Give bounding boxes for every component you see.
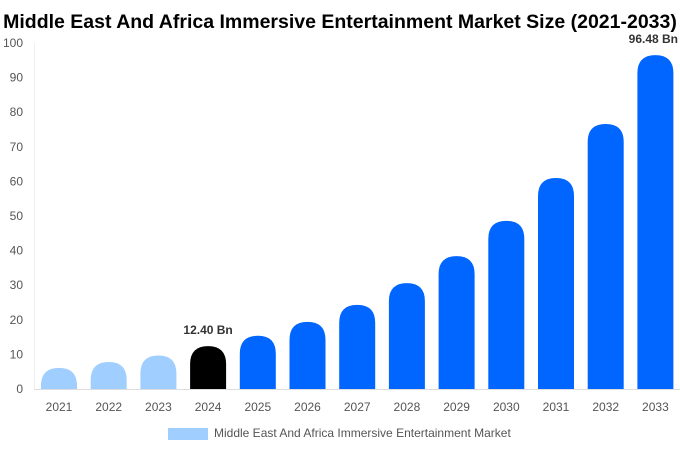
bar-2029[interactable] <box>438 256 475 389</box>
bar-2026[interactable] <box>289 321 326 389</box>
bar-2027[interactable] <box>339 304 376 389</box>
bar-2032[interactable] <box>587 123 624 390</box>
x-tick-label: 2026 <box>294 400 321 414</box>
bar-2033[interactable] <box>637 55 674 389</box>
data-labels: 12.40 Bn 96.48 Bn <box>183 32 678 337</box>
x-tick-label: 2023 <box>145 400 172 414</box>
y-tick-label: 0 <box>16 382 23 396</box>
y-tick-label: 50 <box>10 209 24 223</box>
y-tick-label: 80 <box>10 105 24 119</box>
y-tick-label: 10 <box>10 347 24 361</box>
bar-2022[interactable] <box>90 362 127 389</box>
legend[interactable]: Middle East And Africa Immersive Enterta… <box>168 426 511 440</box>
y-tick-label: 100 <box>3 36 23 50</box>
y-tick-label: 20 <box>10 313 24 327</box>
bars <box>41 55 674 390</box>
x-tick-label: 2032 <box>592 400 619 414</box>
bar-2028[interactable] <box>388 283 425 389</box>
y-tick-label: 60 <box>10 174 24 188</box>
x-tick-label: 2027 <box>344 400 371 414</box>
y-tick-label: 70 <box>10 140 24 154</box>
legend-swatch <box>168 428 208 440</box>
bar-2023[interactable] <box>140 355 177 389</box>
legend-label: Middle East And Africa Immersive Enterta… <box>214 426 511 440</box>
y-tick-label: 90 <box>10 71 24 85</box>
x-tick-label: 2022 <box>95 400 122 414</box>
x-tick-label: 2028 <box>394 400 421 414</box>
x-tick-label: 2024 <box>195 400 222 414</box>
x-tick-label: 2030 <box>493 400 520 414</box>
bar-2030[interactable] <box>488 220 525 389</box>
bar-2025[interactable] <box>239 335 276 389</box>
bar-2024[interactable] <box>190 346 227 389</box>
bar-2021[interactable] <box>41 367 77 389</box>
y-tick-label: 30 <box>10 278 24 292</box>
y-axis: 0 10 20 30 40 50 60 70 80 90 100 <box>3 36 23 396</box>
chart-title: Middle East And Africa Immersive Enterta… <box>3 11 677 33</box>
x-tick-label: 2025 <box>244 400 271 414</box>
x-tick-label: 2031 <box>543 400 570 414</box>
x-tick-label: 2033 <box>642 400 669 414</box>
x-axis: 2021 2022 2023 2024 2025 2026 2027 2028 2029 2030… <box>46 400 669 414</box>
x-tick-label: 2021 <box>46 400 73 414</box>
x-tick-label: 2029 <box>443 400 470 414</box>
bar-2031[interactable] <box>538 177 574 389</box>
data-label-2033: 96.48 Bn <box>629 32 678 46</box>
y-tick-label: 40 <box>10 244 24 258</box>
data-label-2024: 12.40 Bn <box>183 323 232 337</box>
